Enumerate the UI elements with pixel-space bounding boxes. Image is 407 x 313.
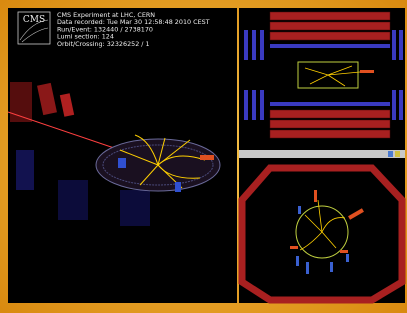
page: CMS CMS Experiment at LHC, CERNData reco… [0, 0, 407, 313]
side-view [239, 8, 405, 150]
info-line: Orbit/Crossing: 32326252 / 1 [57, 40, 150, 48]
event-display: CMS CMS Experiment at LHC, CERNData reco… [0, 0, 407, 313]
end-view [239, 150, 405, 303]
logo: CMS [23, 15, 45, 25]
